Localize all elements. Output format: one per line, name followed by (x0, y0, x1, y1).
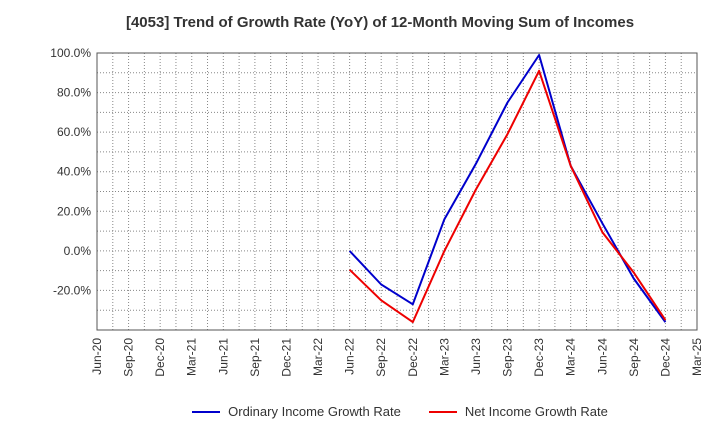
x-tick-label: Dec-23 (532, 338, 546, 377)
x-tick-label: Jun-23 (469, 338, 483, 375)
series-line-ordinary-income (348, 54, 667, 323)
x-tick-label: Dec-20 (153, 338, 167, 377)
legend-swatch-net-income (428, 410, 457, 413)
x-tick-label: Sep-22 (374, 338, 388, 377)
y-tick-label: 100.0% (50, 46, 91, 60)
chart-svg: 100.0% 80.0% 60.0% 40.0% 20.0% 0.0% -20.0% Jun-… (50, 46, 704, 377)
x-tick-label: Mar-24 (564, 338, 578, 376)
y-tick-label: 80.0% (57, 86, 91, 100)
legend-item-net-income: Net Income Growth Rate (428, 404, 608, 419)
legend: Ordinary Income Growth Rate Net Income G… (0, 404, 720, 419)
x-tick-label: Mar-25 (690, 338, 704, 376)
x-tick-label: Jun-22 (343, 338, 357, 375)
legend-item-ordinary-income: Ordinary Income Growth Rate (192, 404, 401, 419)
x-tick-label: Mar-21 (185, 338, 199, 376)
legend-swatch-ordinary-income (192, 410, 221, 413)
x-tick-label: Sep-20 (122, 338, 136, 377)
x-tick-label: Jun-21 (216, 338, 230, 375)
label-layer: 100.0% 80.0% 60.0% 40.0% 20.0% 0.0% -20.0% Jun-… (50, 46, 704, 377)
grid-layer (96, 52, 698, 330)
plot-frame (96, 52, 698, 331)
axis-layer (96, 52, 698, 331)
x-tick-label: Jun-24 (595, 338, 609, 375)
x-tick-label: Jun-20 (90, 338, 104, 375)
legend-label-net-income: Net Income Growth Rate (464, 404, 608, 419)
legend-label-ordinary-income: Ordinary Income Growth Rate (228, 404, 401, 419)
x-tick-label: Sep-23 (501, 338, 515, 377)
x-tick-label: Dec-21 (279, 338, 293, 377)
x-tick-label: Mar-23 (437, 338, 451, 376)
x-tick-label: Sep-21 (248, 338, 262, 377)
x-tick-label: Mar-22 (311, 338, 325, 376)
x-tick-label: Sep-24 (627, 338, 641, 377)
y-tick-label: 20.0% (57, 204, 91, 218)
chart-title: [4053] Trend of Growth Rate (YoY) of 12-… (125, 14, 635, 31)
y-tick-label: 60.0% (57, 125, 91, 139)
y-tick-label: 40.0% (57, 165, 91, 179)
x-tick-label: Dec-22 (406, 338, 420, 377)
y-tick-label: 0.0% (64, 244, 92, 258)
series-layer (348, 54, 667, 324)
series-line-net-income (348, 69, 667, 324)
y-tick-label: -20.0% (53, 283, 91, 297)
x-tick-label: Dec-24 (658, 338, 672, 377)
